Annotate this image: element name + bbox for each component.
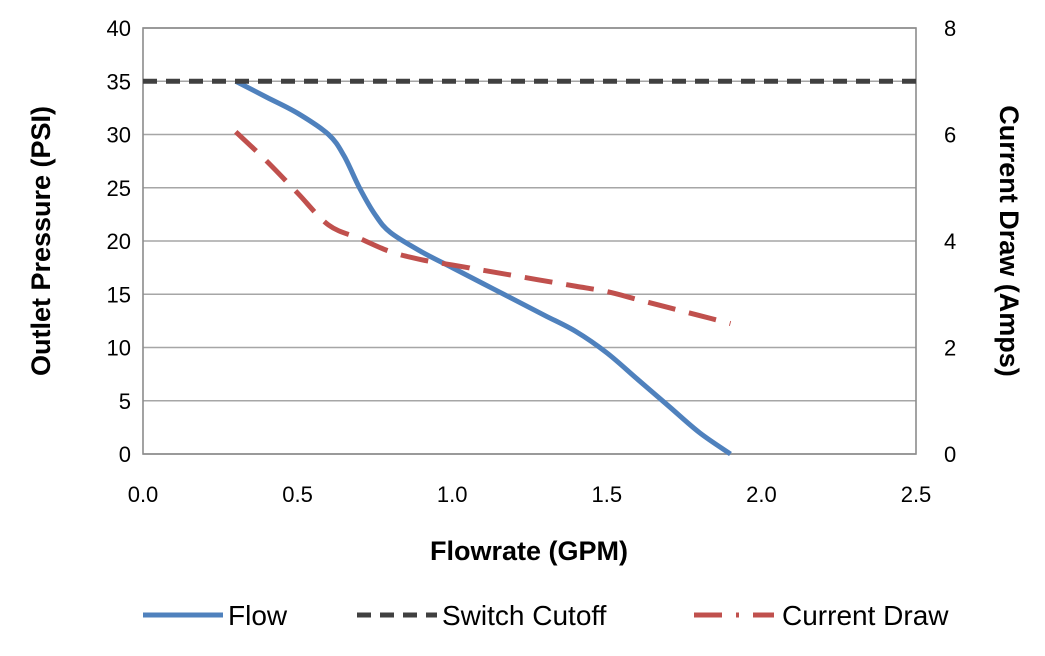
- x-tick-label: 0.5: [282, 482, 313, 507]
- series-line-flow: [234, 79, 732, 457]
- y2-tick-label: 2: [944, 336, 956, 361]
- y-axis-title: Outlet Pressure (PSI): [26, 106, 56, 376]
- y-tick-label: 0: [119, 442, 131, 467]
- y-tick-label: 10: [107, 336, 131, 361]
- x-axis-ticks: 0.0 0.5 1.0 1.5 2.0 2.5: [128, 482, 932, 507]
- legend-label-flow: Flow: [228, 600, 288, 631]
- legend: Flow Switch Cutoff Current Draw: [143, 600, 949, 631]
- y-tick-label: 15: [107, 282, 131, 307]
- y-tick-label: 20: [107, 229, 131, 254]
- y-tick-label: 30: [107, 123, 131, 148]
- x-tick-label: 2.0: [746, 482, 777, 507]
- y-axis-ticks: 0 5 10 15 20 25 30 35 40: [107, 16, 131, 467]
- y2-tick-label: 8: [944, 16, 956, 41]
- x-tick-label: 0.0: [128, 482, 159, 507]
- legend-label-switch-cutoff: Switch Cutoff: [442, 600, 607, 631]
- y2-tick-label: 6: [944, 123, 956, 148]
- x-tick-label: 2.5: [901, 482, 932, 507]
- plot-area: [142, 27, 917, 455]
- series-lines: [143, 78, 916, 457]
- y2-axis-title: Current Draw (Amps): [994, 105, 1024, 377]
- legend-label-current-draw: Current Draw: [782, 600, 949, 631]
- x-tick-label: 1.0: [437, 482, 468, 507]
- y-tick-label: 25: [107, 176, 131, 201]
- y-tick-label: 40: [107, 16, 131, 41]
- y2-tick-label: 0: [944, 442, 956, 467]
- y-tick-label: 5: [119, 389, 131, 414]
- y2-tick-label: 4: [944, 229, 956, 254]
- y-tick-label: 35: [107, 69, 131, 94]
- x-axis-title: Flowrate (GPM): [430, 536, 628, 566]
- y2-axis-ticks: 0 2 4 6 8: [944, 16, 956, 467]
- x-tick-label: 1.5: [592, 482, 623, 507]
